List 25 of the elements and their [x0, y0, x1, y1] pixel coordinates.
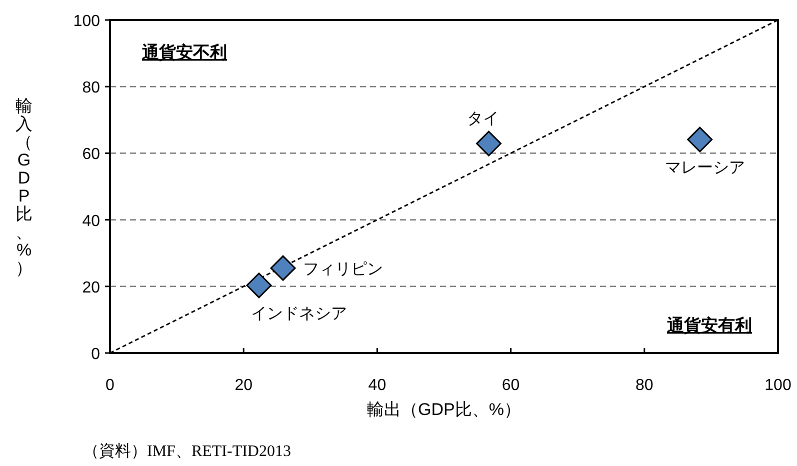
point: [687, 126, 713, 152]
y-tick-label: 60: [82, 146, 100, 164]
y-tick-label: 100: [73, 13, 100, 30]
x-tick-label: 80: [636, 377, 654, 394]
y-tick-label: 20: [82, 279, 100, 296]
series-label: フィリピン: [303, 261, 384, 278]
y-tick-label: 80: [82, 80, 100, 97]
point: [246, 272, 272, 298]
point: [476, 130, 502, 156]
point: [270, 255, 296, 281]
y-tick-label: 40: [82, 212, 100, 230]
series-label: マレーシア: [664, 160, 745, 177]
y-tick-label: 0: [91, 346, 100, 363]
series-label: インドネシア: [250, 305, 347, 322]
x-tick-label: 100: [764, 377, 792, 394]
series-label: タイ: [466, 110, 499, 128]
text: 輸入（GDP比、%）: [16, 96, 32, 278]
annotation: 通貨安有利: [666, 316, 752, 335]
x-tick-label: 20: [234, 377, 253, 394]
annotation: 通貨安不利: [141, 43, 227, 62]
x-axis-title: 輸出（GDP比、%）: [367, 400, 521, 419]
text: （資料）IMF、RETI-TID2013: [83, 442, 291, 460]
x-tick-label: 60: [502, 377, 520, 394]
x-tick-label: 40: [368, 377, 386, 394]
x-tick-label: 0: [106, 377, 115, 394]
